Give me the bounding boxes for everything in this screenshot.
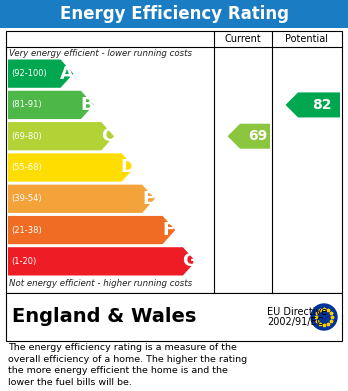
Polygon shape [8,153,134,182]
Text: E: E [142,190,155,208]
Text: (39-54): (39-54) [11,194,42,203]
Text: The energy efficiency rating is a measure of the
overall efficiency of a home. T: The energy efficiency rating is a measur… [8,343,247,387]
Polygon shape [8,247,196,276]
Polygon shape [285,92,340,117]
Text: Energy Efficiency Rating: Energy Efficiency Rating [60,5,288,23]
Circle shape [311,304,337,330]
Polygon shape [228,124,270,149]
Text: 82: 82 [313,98,332,112]
Text: 69: 69 [248,129,268,143]
Text: (1-20): (1-20) [11,257,36,266]
Text: F: F [163,221,175,239]
Polygon shape [8,91,94,119]
Text: C: C [101,127,114,145]
Bar [6,31,342,293]
Text: England & Wales: England & Wales [12,307,196,326]
Polygon shape [8,185,155,213]
Text: Not energy efficient - higher running costs: Not energy efficient - higher running co… [9,279,192,288]
Text: (92-100): (92-100) [11,69,47,78]
Text: G: G [182,252,197,270]
Text: (69-80): (69-80) [11,132,42,141]
Text: (81-91): (81-91) [11,100,42,109]
Text: B: B [80,96,94,114]
Polygon shape [8,122,114,151]
Text: A: A [60,65,74,83]
Text: EU Directive: EU Directive [267,307,327,317]
Text: Very energy efficient - lower running costs: Very energy efficient - lower running co… [9,49,192,58]
Bar [6,293,342,341]
Bar [0,0,348,28]
Text: Potential: Potential [285,34,329,44]
Text: D: D [121,158,136,176]
Text: Current: Current [224,34,261,44]
Text: (21-38): (21-38) [11,226,42,235]
Polygon shape [8,59,73,88]
Text: 2002/91/EC: 2002/91/EC [267,317,323,327]
Text: (55-68): (55-68) [11,163,42,172]
Polygon shape [8,216,175,244]
